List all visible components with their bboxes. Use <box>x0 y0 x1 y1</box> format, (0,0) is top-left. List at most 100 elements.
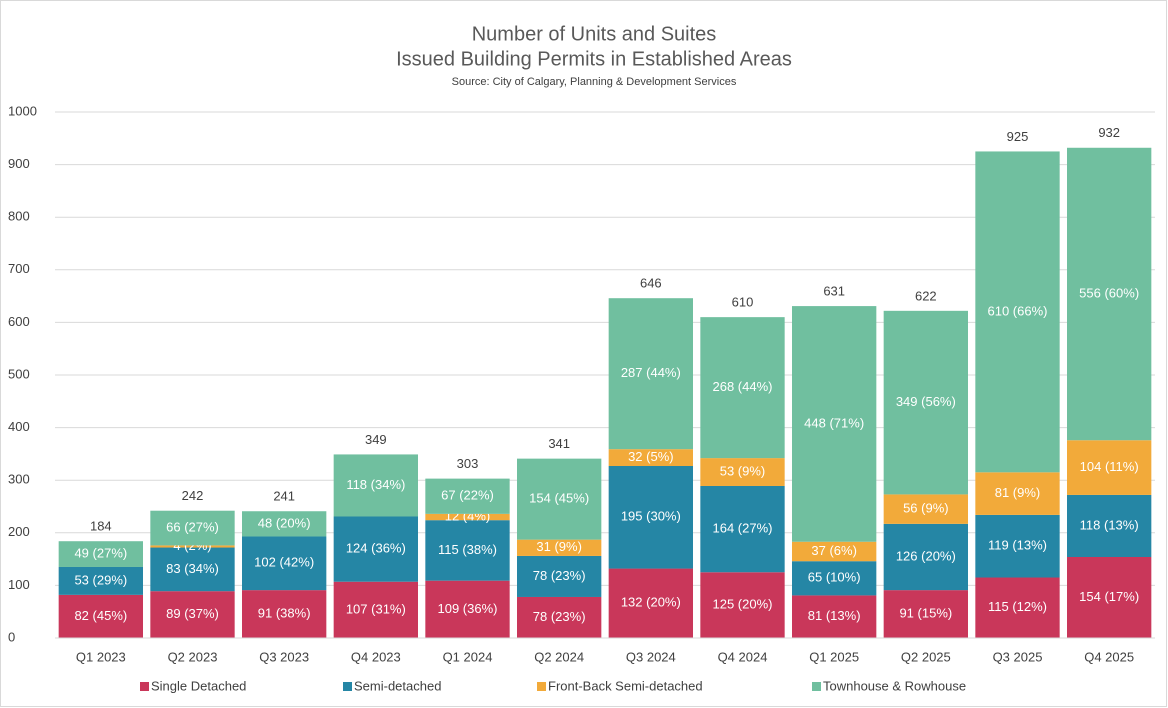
bar-segment <box>792 306 877 542</box>
data-label: 124 (36%) <box>346 541 406 556</box>
bar-segment <box>700 485 785 573</box>
bar-segment <box>1067 440 1152 495</box>
data-label: 37 (6%) <box>811 543 857 558</box>
data-label: 32 (5%) <box>628 449 674 464</box>
bar-segment <box>975 577 1060 638</box>
data-label: 118 (13%) <box>1080 517 1139 532</box>
bar-segment <box>883 310 968 495</box>
chart-title: Number of Units and Suites <box>472 23 717 45</box>
data-label: 91 (38%) <box>258 606 311 621</box>
bar-segment <box>425 580 510 638</box>
bar-segment <box>333 454 418 517</box>
data-label: 107 (31%) <box>346 601 406 616</box>
bar-segment <box>425 478 510 514</box>
legend-label: Semi-detached <box>354 678 441 693</box>
data-label: 115 (38%) <box>438 542 497 557</box>
bar-segment <box>150 547 235 592</box>
bar-segment <box>700 458 785 486</box>
data-label: 268 (44%) <box>713 379 773 394</box>
y-tick-label: 300 <box>8 472 30 487</box>
data-label: 82 (45%) <box>74 608 127 623</box>
x-tick-label: Q3 2023 <box>259 649 309 664</box>
bar-segment <box>517 596 602 638</box>
bar-segment <box>333 581 418 638</box>
x-tick-label: Q1 2023 <box>76 649 126 664</box>
y-tick-label: 500 <box>8 366 30 381</box>
y-tick-label: 100 <box>8 577 30 592</box>
y-tick-label: 900 <box>8 156 30 171</box>
total-label: 932 <box>1098 125 1120 140</box>
y-tick-label: 200 <box>8 524 30 539</box>
data-label: 349 (56%) <box>896 394 956 409</box>
data-label: 91 (15%) <box>899 606 952 621</box>
bar-segment <box>700 317 785 459</box>
bar-segment <box>58 541 143 567</box>
y-tick-label: 1000 <box>8 103 37 118</box>
data-label: 53 (29%) <box>74 572 127 587</box>
y-tick-label: 800 <box>8 209 30 224</box>
x-tick-label: Q4 2023 <box>351 649 401 664</box>
legend-swatch <box>343 682 352 691</box>
total-label: 610 <box>732 295 754 310</box>
x-tick-label: Q3 2025 <box>993 649 1043 664</box>
bar-segment <box>975 151 1060 473</box>
data-label: 195 (30%) <box>621 509 681 524</box>
y-tick-label: 0 <box>8 629 15 644</box>
data-label: 31 (9%) <box>536 539 582 554</box>
bar-segment <box>975 472 1060 515</box>
data-label: 119 (13%) <box>988 538 1047 553</box>
total-label: 241 <box>273 489 295 504</box>
bar-segment <box>242 511 327 537</box>
data-label: 48 (20%) <box>258 515 311 530</box>
x-tick-label: Q1 2024 <box>443 649 493 664</box>
data-label: 56 (9%) <box>903 501 949 516</box>
bar-segment <box>150 591 235 638</box>
legend-swatch <box>537 682 546 691</box>
y-tick-label: 700 <box>8 261 30 276</box>
bar-segment <box>608 568 693 638</box>
bar-segment <box>1067 556 1152 638</box>
x-tick-label: Q4 2025 <box>1084 649 1134 664</box>
data-label: 53 (9%) <box>720 463 766 478</box>
data-label: 287 (44%) <box>621 365 681 380</box>
legend-swatch <box>812 682 821 691</box>
legend-swatch <box>140 682 149 691</box>
bar-segment <box>517 555 602 597</box>
bar-segment <box>792 541 877 562</box>
x-tick-label: Q2 2023 <box>168 649 218 664</box>
bar-segment <box>700 572 785 638</box>
data-label: 118 (34%) <box>346 477 405 492</box>
total-label: 242 <box>182 488 204 503</box>
bar-segment <box>883 590 968 638</box>
legend-label: Front-Back Semi-detached <box>548 678 703 693</box>
data-label: 610 (66%) <box>988 303 1048 318</box>
x-tick-label: Q4 2024 <box>718 649 768 664</box>
bar-segment <box>975 514 1060 578</box>
total-label: 622 <box>915 288 937 303</box>
chart-source: Source: City of Calgary, Planning & Deve… <box>452 76 737 88</box>
bar-segment <box>792 595 877 638</box>
data-label: 66 (27%) <box>166 520 219 535</box>
bar-segment <box>150 510 235 546</box>
bar-segment <box>150 545 235 548</box>
data-label: 154 (45%) <box>529 491 589 506</box>
bar-segment <box>608 449 693 466</box>
bar-segment <box>883 494 968 524</box>
data-label: 556 (60%) <box>1079 285 1139 300</box>
data-label: 132 (20%) <box>621 595 681 610</box>
x-tick-label: Q1 2025 <box>809 649 859 664</box>
data-label: 67 (22%) <box>441 488 494 503</box>
bar-segment <box>792 561 877 596</box>
legend-label: Townhouse & Rowhouse <box>823 678 966 693</box>
data-label: 102 (42%) <box>254 555 314 570</box>
bar-segment <box>58 594 143 638</box>
data-label: 109 (36%) <box>438 601 498 616</box>
data-label: 81 (9%) <box>995 485 1041 500</box>
y-tick-label: 400 <box>8 419 30 434</box>
data-label: 81 (13%) <box>808 608 861 623</box>
bar-segment <box>58 566 143 595</box>
bar-segment <box>333 516 418 582</box>
x-tick-label: Q2 2024 <box>534 649 584 664</box>
bar-segment <box>242 536 327 591</box>
